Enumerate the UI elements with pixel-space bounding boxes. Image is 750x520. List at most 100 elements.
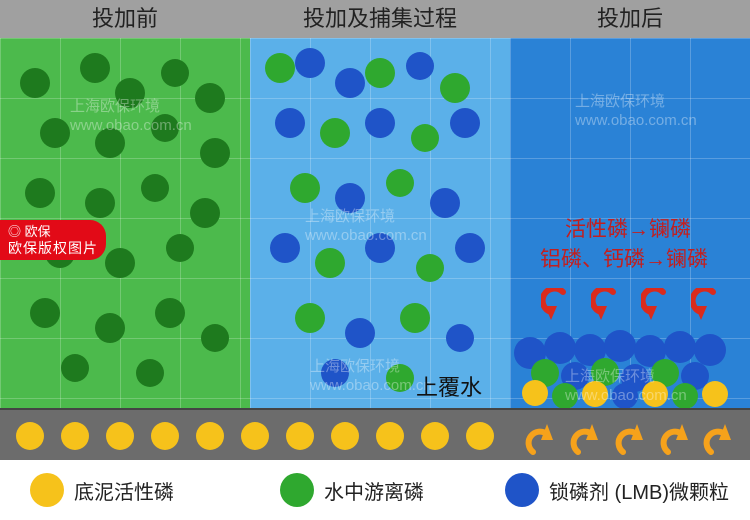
particle (295, 48, 325, 78)
sediment-particle (376, 422, 404, 450)
legend-label: 锁磷剂 (LMB)微颗粒 (549, 476, 729, 505)
sediment-particle (61, 422, 89, 450)
legend-swatch (280, 473, 314, 507)
particle (40, 118, 70, 148)
particle (200, 138, 230, 168)
badge-line2: 欧保版权图片 (8, 240, 98, 257)
legend-item-0: 底泥活性磷 (30, 473, 174, 507)
particle (151, 114, 179, 142)
panels-row: 上海欧保环境www.obao.com.cn上海欧保环境www.obao.com.… (0, 38, 750, 408)
pile-particle (672, 383, 698, 408)
particle (416, 254, 444, 282)
panel-after: 活性磷→镧磷铝磷、钙磷→镧磷上海欧保环境www.obao.com.cn上海欧保环… (510, 38, 750, 408)
particle (195, 83, 225, 113)
sediment-particle (196, 422, 224, 450)
particle (365, 58, 395, 88)
over-water-label: 上覆水 (416, 370, 482, 402)
particle (290, 173, 320, 203)
legend-item-1: 水中游离磷 (280, 473, 424, 507)
down-arrow-icon (691, 288, 725, 332)
pile-particle (694, 334, 726, 366)
particle (450, 108, 480, 138)
particle (315, 248, 345, 278)
particle (61, 354, 89, 382)
particle (201, 324, 229, 352)
particle (345, 318, 375, 348)
legend: 底泥活性磷 水中游离磷 锁磷剂 (LMB)微颗粒 (0, 460, 750, 520)
sediment-particle (331, 422, 359, 450)
up-arrow-icon (525, 412, 555, 458)
sediment-particle (421, 422, 449, 450)
up-arrow-icon (703, 412, 733, 458)
reaction-text-0: 活性磷→镧磷 (565, 213, 691, 243)
particle (265, 53, 295, 83)
legend-label: 水中游离磷 (324, 476, 424, 505)
particle (105, 248, 135, 278)
up-arrow-icon (660, 412, 690, 458)
sediment-particle (286, 422, 314, 450)
grid-overlay (250, 38, 510, 408)
particle (365, 108, 395, 138)
pile-particle (612, 383, 638, 408)
particle (446, 324, 474, 352)
watermark: 上海欧保环境www.obao.com.cn (575, 93, 697, 131)
particle (430, 188, 460, 218)
particle (190, 198, 220, 228)
pile-particle (522, 380, 548, 406)
particle (155, 298, 185, 328)
particle (20, 68, 50, 98)
particle (141, 174, 169, 202)
sediment-content (0, 410, 750, 460)
sediment-particle (466, 422, 494, 450)
reaction-text-1: 铝磷、钙磷→镧磷 (540, 243, 708, 273)
particle (455, 233, 485, 263)
particle (440, 73, 470, 103)
particle (30, 298, 60, 328)
particle (85, 188, 115, 218)
particle (166, 234, 194, 262)
down-arrow-icon (591, 288, 625, 332)
legend-label: 底泥活性磷 (74, 476, 174, 505)
particle (320, 118, 350, 148)
particle (295, 303, 325, 333)
sediment-particle (106, 422, 134, 450)
copyright-badge: ◎ 欧保 欧保版权图片 (0, 220, 106, 260)
pile-particle (664, 331, 696, 363)
particle (365, 233, 395, 263)
down-arrow-icon (641, 288, 675, 332)
header-cell-1: 投加及捕集过程 (250, 0, 510, 38)
particle (270, 233, 300, 263)
pile-particle (702, 381, 728, 407)
panel-during: 上海欧保环境www.obao.com.cn上海欧保环境www.obao.com.… (250, 38, 510, 408)
pile-particle (552, 383, 578, 408)
particle (335, 183, 365, 213)
down-arrow-icon (541, 288, 575, 332)
header-cell-0: 投加前 (0, 0, 250, 38)
legend-swatch (30, 473, 64, 507)
particle (406, 52, 434, 80)
header-row: 投加前投加及捕集过程投加后 (0, 0, 750, 38)
particle (136, 359, 164, 387)
pile-particle (582, 381, 608, 407)
particle (400, 303, 430, 333)
particle (335, 68, 365, 98)
particle (95, 313, 125, 343)
legend-item-2: 锁磷剂 (LMB)微颗粒 (505, 473, 729, 507)
pile-particle (642, 381, 668, 407)
particle (386, 364, 414, 392)
up-arrow-icon (615, 412, 645, 458)
sediment-particle (151, 422, 179, 450)
up-arrow-icon (570, 412, 600, 458)
particle (80, 53, 110, 83)
particle (275, 108, 305, 138)
particle (321, 359, 349, 387)
diagram-root: 投加前投加及捕集过程投加后 上海欧保环境www.obao.com.cn上海欧保环… (0, 0, 750, 520)
particle (115, 78, 145, 108)
particle (25, 178, 55, 208)
sediment-particle (241, 422, 269, 450)
badge-line1: ◎ 欧保 (8, 224, 98, 240)
particle (411, 124, 439, 152)
particle (161, 59, 189, 87)
legend-swatch (505, 473, 539, 507)
pile-particle (604, 330, 636, 362)
